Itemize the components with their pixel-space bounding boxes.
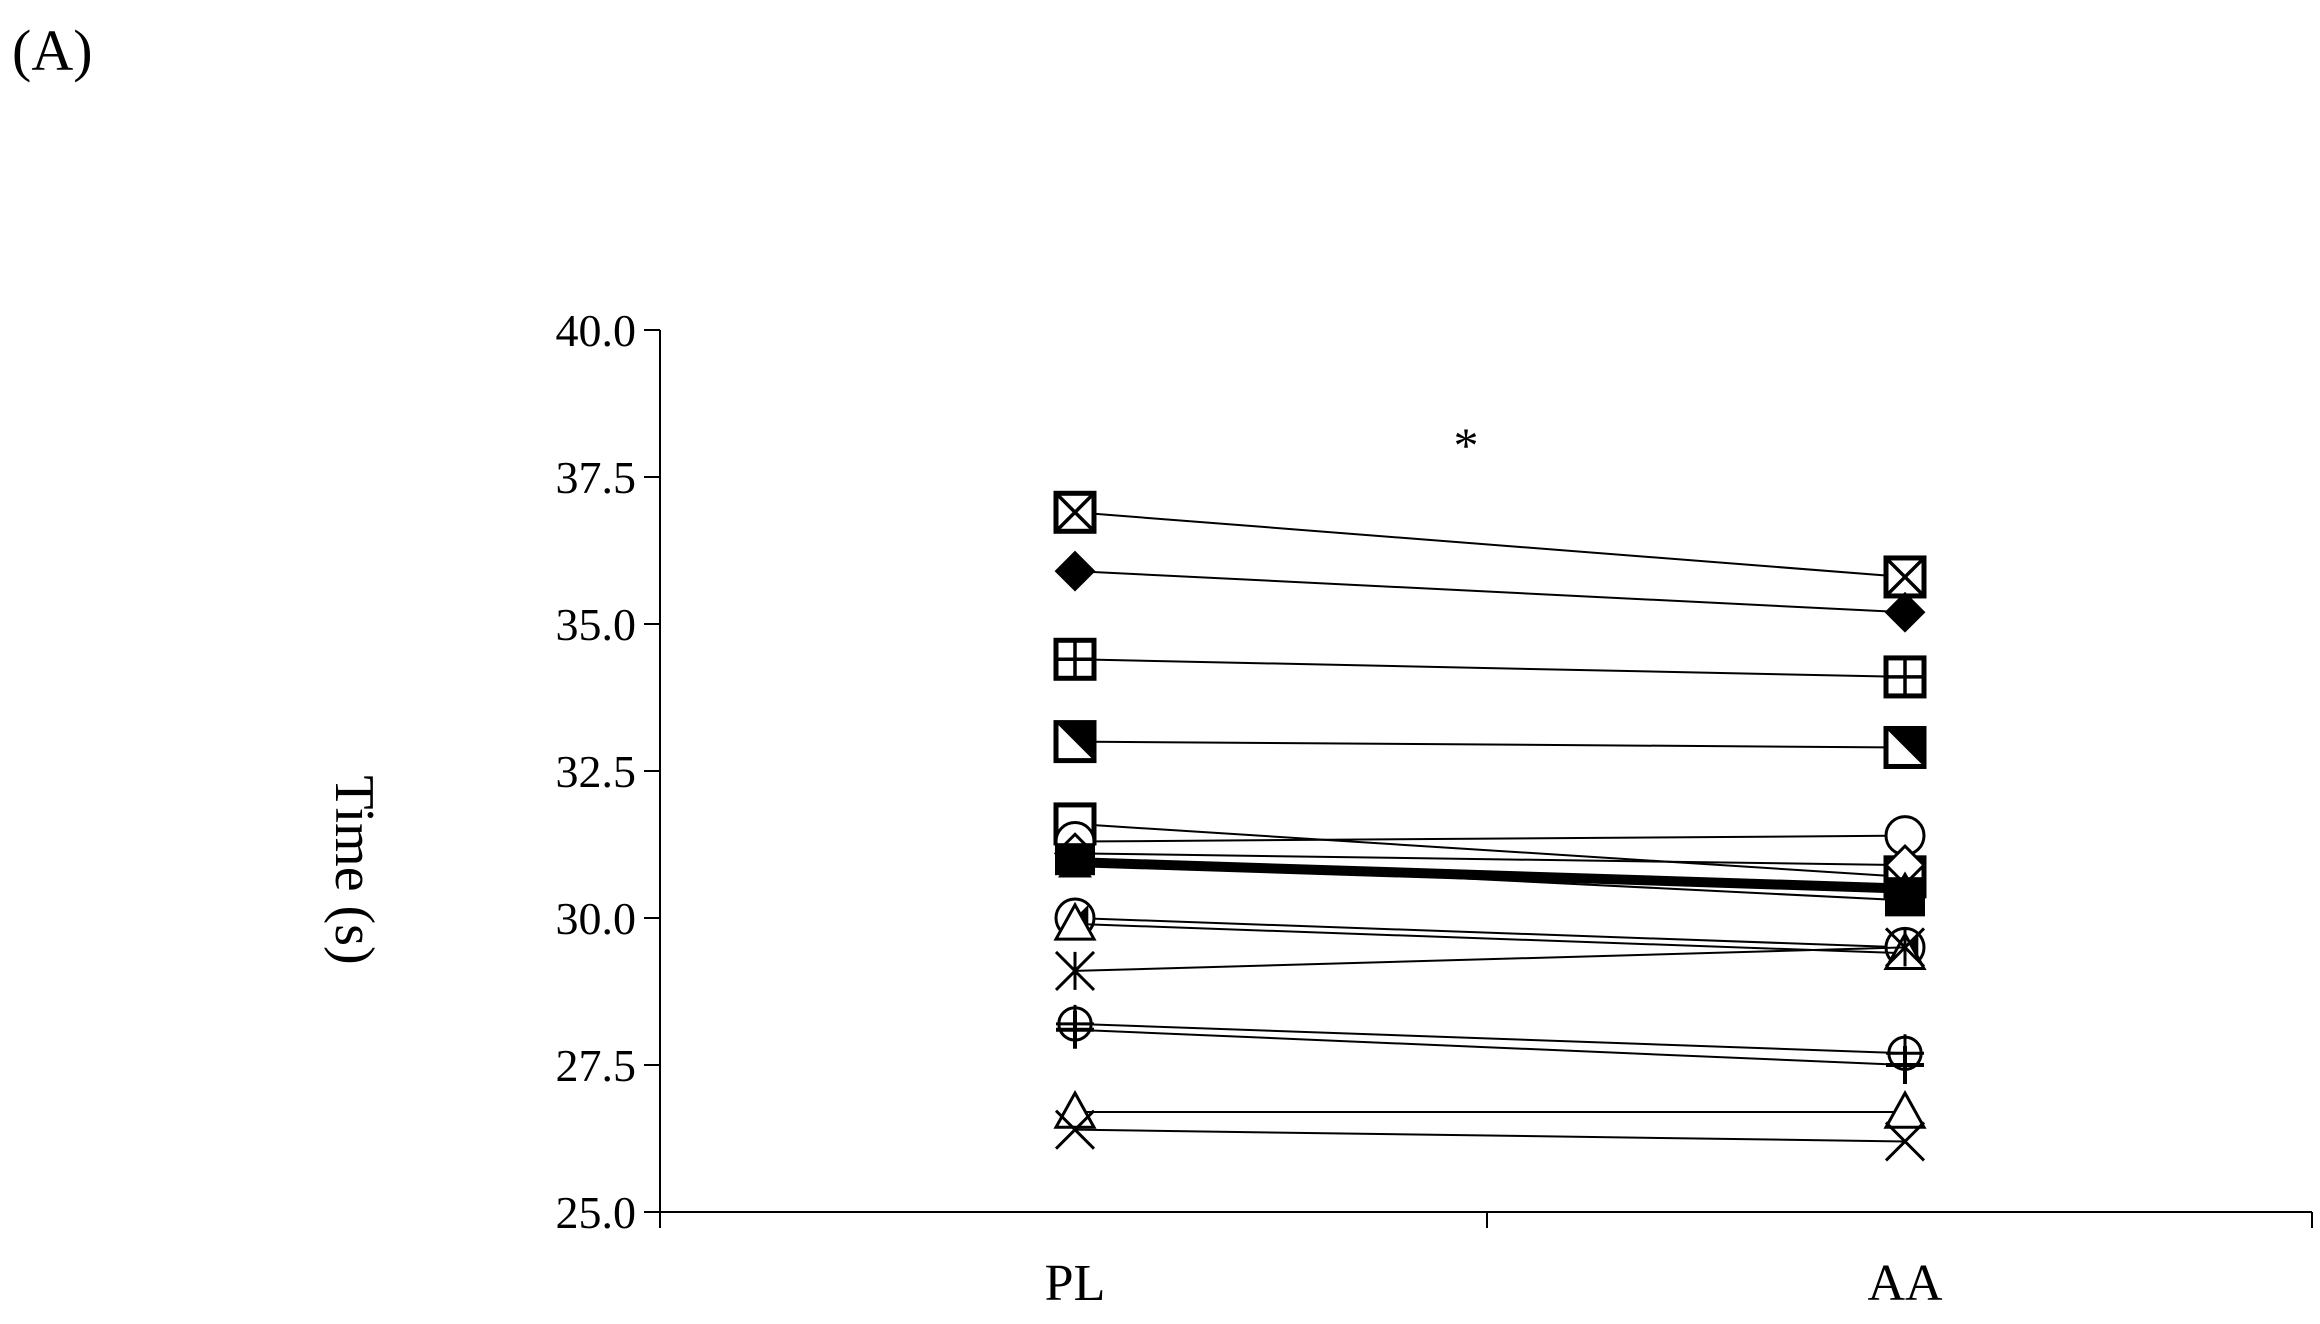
series-15 [1056,1010,1924,1084]
marker-mean-bold [1887,877,1923,900]
series-2 [1054,550,1926,633]
marker-plus [1056,1010,1094,1049]
axes: 25.0 27.5 30.0 32.5 35.0 37.5 40.0 PL AA [556,305,2313,1312]
marker-square-x [1883,555,1927,599]
series-line [1074,1028,1906,1066]
y-tick-label: 30.0 [556,893,637,944]
series-line [1074,1022,1906,1055]
marker-triangle-open [1053,1089,1097,1129]
panel-label: (A) [12,18,93,83]
series-line [1074,946,1906,972]
series-10 [1057,850,1923,900]
series-13 [1054,927,1926,991]
series-layer [1053,490,1927,1162]
series-line [1074,922,1906,955]
series-line [1074,1128,1906,1143]
y-tick-label: 35.0 [556,599,637,650]
series-11 [1054,897,1926,968]
marker-x [1054,1109,1096,1150]
marker-plus [1886,1046,1924,1084]
y-tick-label: 32.5 [556,746,637,797]
marker-star [1054,950,1096,991]
series-16 [1053,1089,1927,1129]
marker-triangle-open [1053,901,1097,941]
y-tick-label: 27.5 [556,1040,637,1091]
x-tick-label: AA [1867,1255,1943,1312]
marker-x [1884,1121,1926,1162]
series-3 [1053,637,1927,699]
marker-star [1884,927,1926,968]
y-tick-label: 25.0 [556,1187,637,1238]
series-line [1074,857,1906,894]
series-line [1074,511,1906,578]
series-1 [1053,490,1927,599]
significance-asterisk: * [1454,417,1479,473]
series-line [1074,740,1906,749]
series-17 [1054,1109,1926,1162]
marker-square-slash [1053,720,1097,764]
marker-diamond-filled [1884,591,1926,633]
marker-mean-bold [1057,850,1093,874]
series-line [1074,658,1906,678]
series-line [1074,852,1906,867]
x-tick-label: PL [1045,1255,1106,1312]
series-14 [1056,1004,1924,1073]
marker-square-plus [1053,637,1097,681]
series-line [1074,834,1906,843]
series-4 [1053,720,1927,769]
marker-triangle-open [1883,1089,1927,1129]
marker-square-x [1053,490,1097,534]
series-line [1074,917,1906,949]
series-line [1074,570,1906,614]
y-tick-label: 37.5 [556,452,637,503]
y-tick-label: 40.0 [556,305,637,356]
y-axis-title: Time (s) [323,775,385,964]
marker-square-plus [1883,655,1927,699]
marker-square-slash [1883,725,1927,769]
marker-diamond-filled [1054,550,1096,592]
series-line [1074,822,1906,878]
